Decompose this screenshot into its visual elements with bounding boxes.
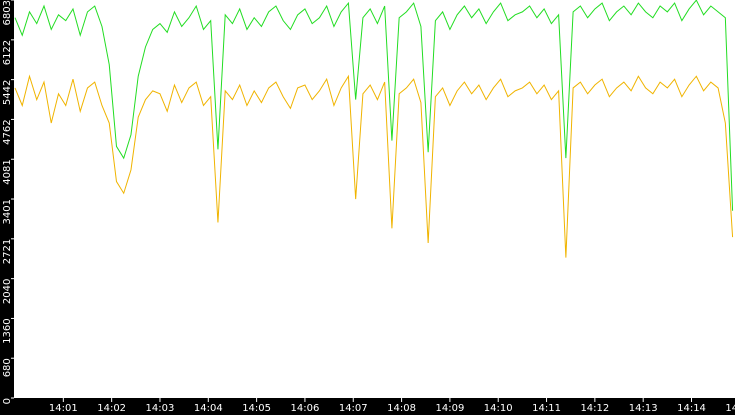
y-tick-label: 680 [2, 358, 13, 377]
y-tick-label: 1360 [2, 318, 13, 343]
x-tick-label: 14:10 [484, 403, 513, 414]
x-tick-label: 14:04 [194, 403, 223, 414]
y-tick-label: 2721 [2, 239, 13, 264]
x-tick-label: 14:07 [339, 403, 368, 414]
data-line [14, 74, 734, 258]
x-axis-band [0, 398, 735, 415]
y-tick-label: 3401 [2, 199, 13, 224]
x-tick-label: 14:13 [629, 403, 658, 414]
x-tick-label: 14:02 [97, 403, 126, 414]
y-tick-label: 5442 [2, 80, 13, 105]
y-tick-label: 4081 [2, 159, 13, 184]
y-axis-band [0, 0, 14, 415]
x-tick-label: 14:05 [242, 403, 271, 414]
x-tick-label: 14:03 [146, 403, 175, 414]
x-tick-label: 14:12 [580, 403, 609, 414]
y-tick-label: 6803 [2, 0, 13, 25]
x-tick-label: 14:01 [49, 403, 78, 414]
y-tick-label: 2040 [2, 279, 13, 304]
x-tick-label: 14:15 [725, 403, 735, 414]
x-tick-label: 14:14 [677, 403, 706, 414]
y-tick-label: 0 [2, 398, 13, 404]
x-tick-label: 14:08 [387, 403, 416, 414]
x-tick-label: 14:09 [435, 403, 464, 414]
x-tick-label: 14:11 [532, 403, 561, 414]
y-tick-label: 6122 [2, 40, 13, 65]
y-tick-label: 4762 [2, 119, 13, 144]
x-tick-label: 14:06 [291, 403, 320, 414]
data-line [14, 0, 734, 211]
